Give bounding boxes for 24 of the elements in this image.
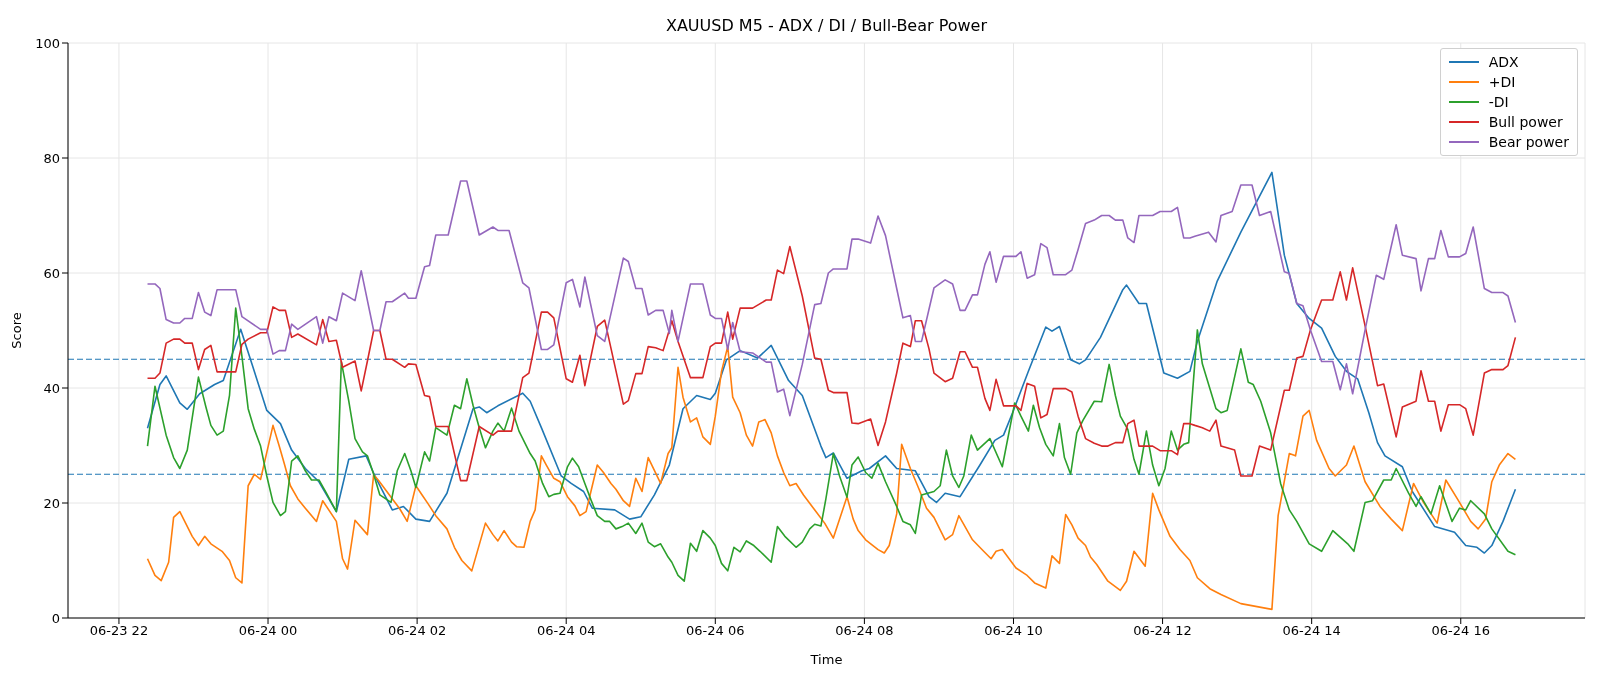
legend-label: ADX	[1488, 54, 1519, 70]
x-tick-label: 06-24 14	[1282, 623, 1341, 639]
x-tick-label: 06-23 22	[89, 623, 149, 639]
legend-label: Bull power	[1488, 114, 1563, 130]
y-axis-title: Score	[8, 312, 24, 349]
x-tick-label: 06-24 06	[686, 623, 745, 639]
y-tick-label: 40	[43, 380, 60, 396]
y-tick-label: 100	[35, 35, 60, 51]
chart-title: XAUUSD M5 - ADX / DI / Bull-Bear Power	[664, 16, 989, 35]
legend-label: -DI	[1488, 94, 1509, 110]
x-tick-label: 06-24 00	[238, 623, 298, 639]
x-tick-label: 06-24 10	[984, 623, 1043, 639]
x-tick-label: 06-24 12	[1133, 623, 1192, 639]
legend-label: Bear power	[1488, 134, 1569, 150]
x-axis-title: Time	[809, 652, 843, 667]
x-tick-label: 06-24 04	[536, 623, 596, 639]
x-tick-label: 06-24 16	[1431, 623, 1490, 639]
x-tick-label: 06-24 02	[387, 623, 447, 639]
y-tick-label: 0	[51, 610, 60, 626]
x-tick-label: 06-24 08	[835, 623, 894, 639]
y-tick-label: 20	[43, 495, 60, 511]
y-tick-label: 60	[43, 265, 60, 281]
legend-label: +DI	[1488, 74, 1516, 90]
y-tick-label: 80	[43, 150, 60, 166]
